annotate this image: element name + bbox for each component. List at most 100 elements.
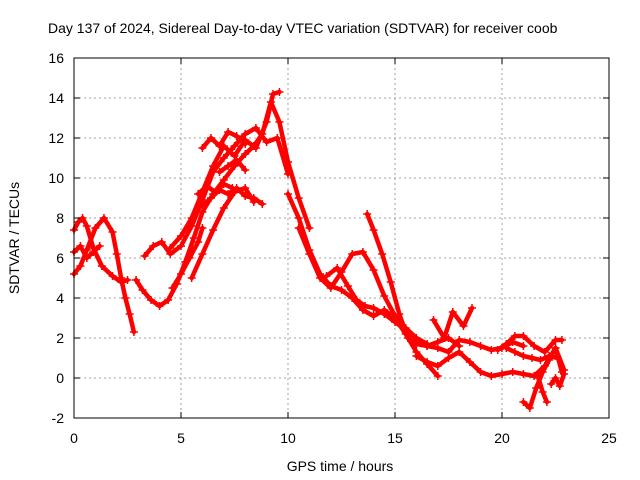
data-point <box>551 374 560 382</box>
data-point <box>108 272 117 280</box>
data-point <box>138 286 147 294</box>
data-point <box>305 250 314 258</box>
y-tick-label: 4 <box>56 290 64 306</box>
data-point <box>545 356 554 364</box>
data-point <box>99 214 108 222</box>
data-layer <box>70 88 569 412</box>
series-sat-d <box>132 98 314 310</box>
data-point <box>519 352 528 360</box>
data-point <box>91 224 100 232</box>
data-point <box>448 308 457 316</box>
x-tick-label: 15 <box>387 430 403 446</box>
data-point <box>273 134 282 142</box>
y-tick-label: 2 <box>56 330 64 346</box>
data-point <box>230 142 239 150</box>
data-point <box>510 332 519 340</box>
series-sat-w <box>534 374 551 406</box>
data-point <box>224 128 233 136</box>
grid-layer <box>74 58 609 418</box>
x-tick-label: 5 <box>177 430 185 446</box>
data-point <box>444 354 453 362</box>
x-tick-label: 10 <box>280 430 296 446</box>
data-point <box>249 194 258 202</box>
data-point <box>194 238 203 246</box>
series-sat-x <box>547 370 569 390</box>
y-tick-label: 0 <box>56 370 64 386</box>
series-sat-a <box>70 214 138 336</box>
series-line <box>71 215 137 335</box>
data-point <box>380 310 389 318</box>
data-point <box>275 118 284 126</box>
data-point <box>337 286 346 294</box>
series-sat-l <box>168 224 207 292</box>
data-point <box>219 154 228 162</box>
data-point <box>194 190 203 198</box>
data-point <box>527 354 536 362</box>
data-point <box>429 316 438 324</box>
data-point <box>369 226 378 234</box>
data-point <box>269 90 278 98</box>
y-tick-label: 14 <box>48 90 64 106</box>
data-point <box>209 226 218 234</box>
data-point <box>358 248 367 256</box>
chart-title: Day 137 of 2024, Sidereal Day-to-day VTE… <box>48 20 558 36</box>
data-point <box>343 282 352 290</box>
data-point <box>498 370 506 378</box>
data-point <box>202 182 211 190</box>
data-point <box>551 344 560 352</box>
data-point <box>465 358 474 366</box>
data-point <box>129 328 138 336</box>
series-sat-v <box>519 344 566 412</box>
data-point <box>209 162 218 170</box>
data-point <box>198 224 207 232</box>
data-point <box>232 132 241 140</box>
data-point <box>117 278 126 286</box>
data-point <box>232 156 241 164</box>
data-point <box>412 340 421 348</box>
data-point <box>241 192 250 200</box>
series-line <box>548 371 567 389</box>
series-sat-j <box>198 184 267 210</box>
data-point <box>232 184 241 192</box>
data-point <box>294 194 303 202</box>
data-point <box>149 242 158 250</box>
data-point <box>519 398 528 406</box>
y-tick-label: 16 <box>48 50 64 66</box>
data-point <box>395 310 404 318</box>
data-point <box>534 374 543 382</box>
data-point <box>168 284 177 292</box>
data-point <box>305 224 314 232</box>
series-line <box>217 157 248 175</box>
data-point <box>185 254 194 262</box>
tick-layer: 0 5 10 15 20 25 -2 0 2 4 6 8 10 12 14 16 <box>48 50 617 446</box>
data-point <box>560 370 569 378</box>
series-sat-h <box>198 128 250 152</box>
data-point <box>401 328 410 336</box>
data-point <box>386 278 395 286</box>
y-tick-label: -2 <box>52 410 65 426</box>
data-point <box>147 296 156 304</box>
data-point <box>95 242 104 250</box>
data-point <box>164 296 173 304</box>
data-point <box>241 140 250 148</box>
data-point <box>557 336 566 344</box>
data-point <box>125 310 134 318</box>
data-point <box>468 304 477 312</box>
data-point <box>219 204 228 212</box>
series-line <box>133 99 312 309</box>
data-point <box>540 348 549 356</box>
data-point <box>433 344 442 352</box>
data-point <box>333 264 342 272</box>
data-point <box>262 138 271 146</box>
data-point <box>542 398 551 406</box>
data-point <box>112 250 121 258</box>
data-point <box>187 214 196 222</box>
y-tick-label: 10 <box>48 170 64 186</box>
data-point <box>108 228 117 236</box>
series-sat-s <box>429 304 477 342</box>
data-point <box>440 334 449 342</box>
data-point <box>363 210 372 218</box>
data-point <box>530 372 539 380</box>
data-point <box>241 184 250 192</box>
